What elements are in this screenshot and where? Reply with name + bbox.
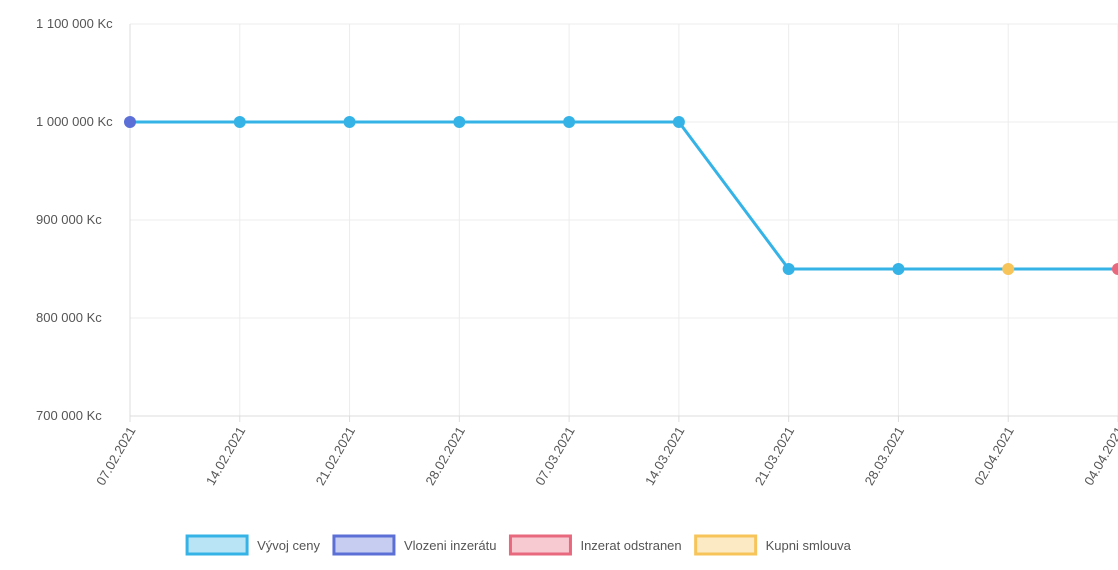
y-tick-label: 900 000 Kc [36,212,102,227]
legend-item[interactable]: Vývoj ceny [185,534,320,556]
data-point[interactable] [343,116,356,128]
series [124,116,1118,275]
legend-swatch [694,534,758,556]
legend-label: Vývoj ceny [257,538,320,553]
x-tick-label: 14.03.2021 [642,424,688,488]
legend-label: Inzerat odstranen [580,538,681,553]
legend-swatch [332,534,396,556]
series-line [130,120,1118,271]
x-tick-label: 02.04.2021 [971,424,1017,488]
data-point[interactable] [563,116,576,128]
data-point[interactable] [233,116,246,128]
x-tick-label: 04.04.2021 [1081,424,1118,488]
y-tick-label: 700 000 Kc [36,408,102,423]
data-point[interactable] [124,116,136,128]
x-tick-label: 07.02.2021 [93,424,139,488]
legend-item[interactable]: Kupni smlouva [694,534,852,556]
y-tick-label: 1 100 000 Kc [36,16,113,31]
legend-item[interactable]: Vlozeni inzerátu [332,534,497,556]
legend-swatch [508,534,572,556]
data-point[interactable] [1002,263,1015,275]
data-point[interactable] [892,263,905,275]
x-tick-label: 21.03.2021 [752,424,798,488]
legend-label: Kupni smlouva [766,538,852,553]
x-tick-label: 28.03.2021 [862,424,908,488]
data-point[interactable] [672,116,685,128]
data-point[interactable] [782,263,795,275]
y-axis-ticks: 700 000 Kc 800 000 Kc 900 000 Kc 1 000 000 … [36,16,113,423]
x-tick-label: 28.02.2021 [422,424,468,488]
legend: Vývoj ceny Vlozeni inzerátu Inzerat odstra… [185,534,852,556]
x-tick-label: 21.02.2021 [313,424,359,488]
axes [129,24,1118,422]
legend-label: Vlozeni inzerátu [404,538,497,553]
data-point[interactable] [453,116,466,128]
x-tick-label: 14.02.2021 [203,424,249,488]
legend-item[interactable]: Inzerat odstranen [508,534,682,556]
legend-swatch [185,534,249,556]
y-tick-label: 800 000 Kc [36,310,102,325]
data-point[interactable] [1112,263,1118,275]
y-tick-label: 1 000 000 Kc [36,114,113,129]
x-axis-ticks: 07.02.2021 14.02.2021 21.02.2021 28.02.2021… [93,424,1118,488]
grid [129,23,1118,417]
x-tick-label: 07.03.2021 [532,424,578,488]
